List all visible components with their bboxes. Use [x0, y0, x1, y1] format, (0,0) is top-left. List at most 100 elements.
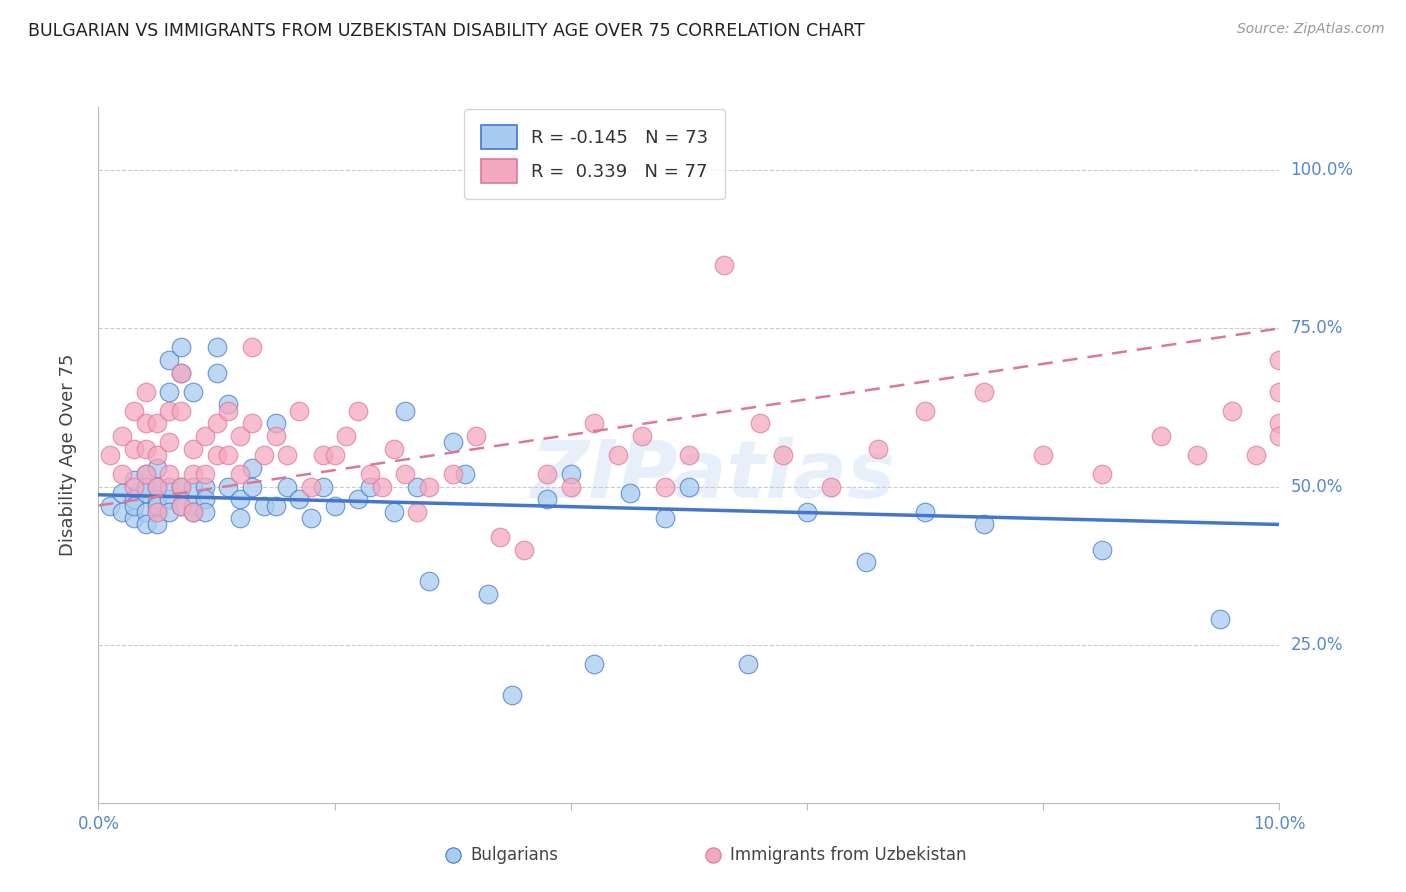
Point	[1150, 429, 1173, 443]
Point	[135, 442, 157, 456]
Point	[914, 505, 936, 519]
Point	[122, 479, 145, 493]
Point	[194, 492, 217, 507]
Point	[501, 688, 523, 702]
Point	[157, 505, 180, 519]
Point	[170, 366, 193, 380]
Point	[1244, 448, 1267, 462]
Point	[146, 492, 169, 507]
Point	[181, 384, 204, 399]
Point	[146, 479, 169, 493]
Point	[146, 448, 169, 462]
Point	[205, 448, 228, 462]
Point	[654, 479, 676, 493]
Point	[253, 448, 276, 462]
Point	[170, 499, 193, 513]
Point	[973, 517, 995, 532]
Point	[276, 448, 298, 462]
Point	[312, 448, 335, 462]
Point	[194, 479, 217, 493]
Point	[122, 499, 145, 513]
Point	[229, 467, 252, 481]
Point	[157, 353, 180, 368]
Point	[276, 479, 298, 493]
Text: BULGARIAN VS IMMIGRANTS FROM UZBEKISTAN DISABILITY AGE OVER 75 CORRELATION CHART: BULGARIAN VS IMMIGRANTS FROM UZBEKISTAN …	[28, 22, 865, 40]
Point	[312, 479, 335, 493]
Point	[536, 467, 558, 481]
Point	[1209, 612, 1232, 626]
Point	[122, 492, 145, 507]
Point	[299, 511, 322, 525]
Point	[678, 448, 700, 462]
Point	[146, 460, 169, 475]
Point	[146, 505, 169, 519]
Text: 75.0%: 75.0%	[1291, 319, 1343, 337]
Point	[122, 442, 145, 456]
Point	[240, 417, 263, 431]
Point	[1091, 467, 1114, 481]
Point	[477, 587, 499, 601]
Point	[181, 467, 204, 481]
Point	[194, 429, 217, 443]
Point	[1185, 448, 1208, 462]
Point	[217, 403, 239, 417]
Point	[619, 486, 641, 500]
Point	[382, 505, 405, 519]
Point	[583, 657, 606, 671]
Text: 100.0%: 100.0%	[1291, 161, 1354, 179]
Point	[181, 479, 204, 493]
Point	[560, 467, 582, 481]
Point	[441, 435, 464, 450]
Point	[973, 384, 995, 399]
Point	[1268, 384, 1291, 399]
Point	[217, 448, 239, 462]
Point	[217, 397, 239, 411]
Point	[170, 403, 193, 417]
Point	[772, 448, 794, 462]
Point	[796, 505, 818, 519]
Point	[181, 505, 204, 519]
Point	[135, 467, 157, 481]
Point	[135, 384, 157, 399]
Point	[359, 467, 381, 481]
Y-axis label: Disability Age Over 75: Disability Age Over 75	[59, 353, 77, 557]
Point	[170, 366, 193, 380]
Point	[122, 403, 145, 417]
Point	[205, 417, 228, 431]
Point	[359, 479, 381, 493]
Point	[264, 429, 287, 443]
Point	[135, 505, 157, 519]
Point	[170, 479, 193, 493]
Point	[713, 258, 735, 272]
Point	[394, 403, 416, 417]
Point	[418, 574, 440, 589]
Point	[335, 429, 357, 443]
Point	[135, 479, 157, 493]
Point	[170, 499, 193, 513]
Point	[560, 479, 582, 493]
Text: Bulgarians: Bulgarians	[471, 846, 558, 864]
Point	[1268, 429, 1291, 443]
Point	[157, 492, 180, 507]
Point	[205, 340, 228, 354]
Point	[229, 429, 252, 443]
Point	[288, 403, 311, 417]
Point	[240, 460, 263, 475]
Point	[288, 492, 311, 507]
Point	[135, 486, 157, 500]
Point	[135, 517, 157, 532]
Text: Immigrants from Uzbekistan: Immigrants from Uzbekistan	[730, 846, 967, 864]
Point	[111, 429, 134, 443]
Point	[122, 511, 145, 525]
Point	[512, 542, 534, 557]
Point	[240, 479, 263, 493]
Point	[1268, 417, 1291, 431]
Point	[181, 442, 204, 456]
Point	[371, 479, 394, 493]
Point	[855, 556, 877, 570]
Text: 25.0%: 25.0%	[1291, 636, 1343, 654]
Point	[157, 435, 180, 450]
Point	[229, 492, 252, 507]
Point	[135, 467, 157, 481]
Point	[122, 473, 145, 487]
